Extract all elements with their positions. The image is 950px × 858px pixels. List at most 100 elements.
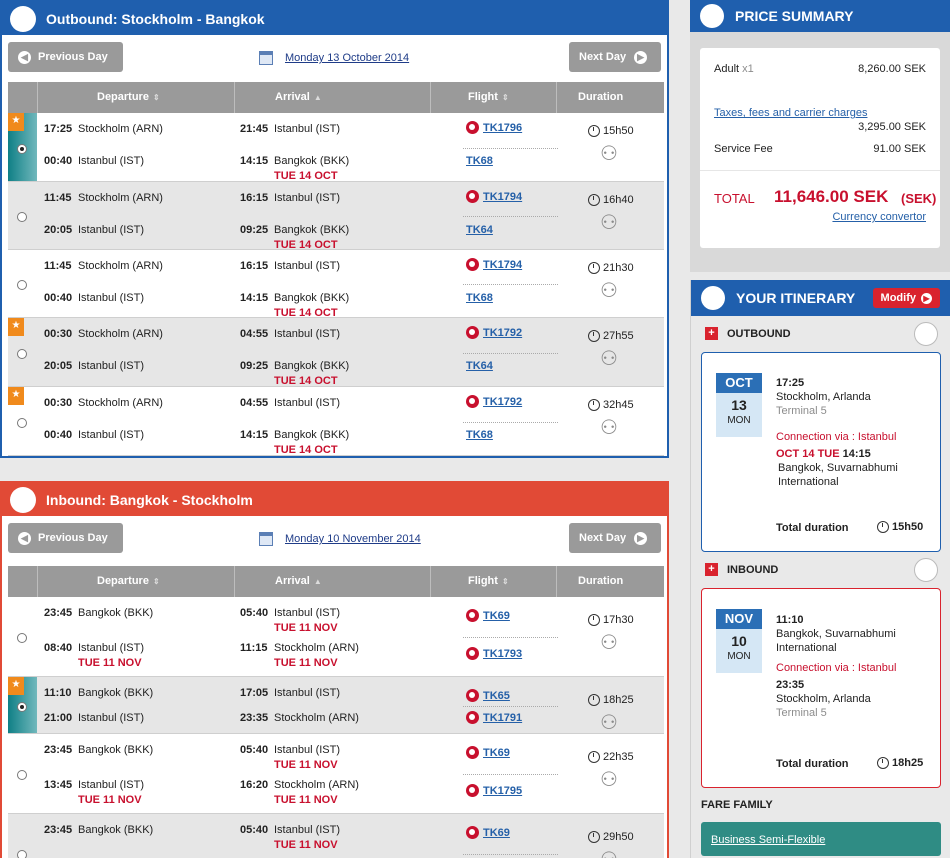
outbound-header: Outbound: Stockholm - Bangkok xyxy=(2,2,667,35)
transfer-walker-icon: ⚇ xyxy=(600,769,618,791)
inbound-details: 11:10 Bangkok, Suvarnabhumi Internationa… xyxy=(776,613,931,720)
select-radio[interactable] xyxy=(17,850,27,858)
date-link[interactable]: Monday 10 November 2014 xyxy=(259,532,421,546)
flight-number: TK68 xyxy=(466,292,493,304)
divider xyxy=(463,148,558,149)
select-radio[interactable] xyxy=(17,702,27,712)
dep2-place: Istanbul (IST) xyxy=(78,779,145,791)
duration: 29h50 xyxy=(588,831,634,843)
flight-number-link[interactable]: TK69 xyxy=(466,826,510,839)
duration: 18h25 xyxy=(588,694,634,706)
flight-number-link[interactable]: TK1796 xyxy=(466,121,522,134)
flight-number-link[interactable]: TK64 xyxy=(466,360,493,372)
table-header: Departure ⇕ Arrival ▲ Flight ⇕ Duration xyxy=(8,566,664,597)
month: NOV xyxy=(716,609,762,629)
fare-family-link[interactable]: Business Semi-Flexible xyxy=(701,822,941,856)
sort-icon: ⇕ xyxy=(152,577,160,586)
divider xyxy=(463,706,558,707)
select-radio[interactable] xyxy=(17,418,27,428)
column-header-departure[interactable]: Departure ⇕ xyxy=(97,91,160,103)
column-header-flight[interactable]: Flight ⇕ xyxy=(468,575,509,587)
column-header-departure[interactable]: Departure ⇕ xyxy=(97,575,160,587)
flight-number-link[interactable]: TK68 xyxy=(466,292,493,304)
flight-row[interactable]: 23:45 Bangkok (BKK) 05:40 Istanbul (IST) 08:… xyxy=(8,597,664,677)
taxes-link[interactable]: Taxes, fees and carrier charges xyxy=(714,107,868,119)
next-day-label: Next Day xyxy=(579,51,627,63)
select-radio[interactable] xyxy=(17,349,27,359)
next-day-button[interactable]: Next Day ▶ xyxy=(569,523,661,553)
inbound-header: Inbound: Bangkok - Stockholm xyxy=(2,483,667,516)
column-divider xyxy=(430,566,431,597)
inbound-toggle[interactable]: + INBOUND xyxy=(705,563,778,576)
flight-row[interactable]: 11:45 Stockholm (ARN) 16:15 Istanbul (IST) 2… xyxy=(8,182,664,251)
flight-number-link[interactable]: TK65 xyxy=(466,689,510,702)
transfer-walker-icon: ⚇ xyxy=(600,348,618,370)
column-header-flight[interactable]: Flight ⇕ xyxy=(468,91,509,103)
flight-row[interactable]: 23:45 Bangkok (BKK) 05:40 Istanbul (IST) TUE… xyxy=(8,814,664,858)
arr2-time: 09:25 xyxy=(240,224,269,236)
arr1-time: 05:40 xyxy=(240,744,269,756)
itinerary-title: YOUR ITINERARY xyxy=(736,290,856,306)
flight-number-link[interactable]: TK1794 xyxy=(466,190,522,203)
dep1-place: Stockholm (ARN) xyxy=(78,260,163,272)
arr1-time: 17:05 xyxy=(240,687,269,699)
flight-row[interactable]: ★ 17:25 Stockholm (ARN) 21:45 Istanbul (IST)… xyxy=(8,113,664,182)
flight-number-link[interactable]: TK1794 xyxy=(466,258,522,271)
select-radio[interactable] xyxy=(17,280,27,290)
flight-number-link[interactable]: TK1791 xyxy=(466,711,522,724)
flight-row[interactable]: ★ 00:30 Stockholm (ARN) 04:55 Istanbul (IST)… xyxy=(8,318,664,387)
column-header-label: Arrival xyxy=(275,575,310,587)
flight-number-link[interactable]: TK1792 xyxy=(466,326,522,339)
turkish-airlines-logo-icon xyxy=(466,689,479,702)
adult-count: x1 xyxy=(742,63,754,75)
dep1-time: 00:30 xyxy=(44,328,73,340)
flight-number-link[interactable]: TK68 xyxy=(466,429,493,441)
flight-row[interactable]: 11:45 Stockholm (ARN) 16:15 Istanbul (IST) 0… xyxy=(8,250,664,319)
previous-day-button[interactable]: ◀ Previous Day xyxy=(8,42,123,72)
price-summary-panel: PRICE SUMMARY Adult x1 8,260.00 SEK Taxe… xyxy=(690,0,950,272)
dep1-time: 11:10 xyxy=(44,687,72,699)
arr1-time: 05:40 xyxy=(240,607,269,619)
duration-value: 29h50 xyxy=(603,831,634,843)
column-divider xyxy=(430,82,431,113)
column-header-arrival[interactable]: Arrival ▲ xyxy=(275,575,322,587)
flight-number: TK64 xyxy=(466,360,493,372)
currency-convertor-link[interactable]: Currency convertor xyxy=(832,211,926,223)
flight-number-link[interactable]: TK69 xyxy=(466,609,510,622)
arr2-place: Stockholm (ARN) xyxy=(274,642,359,654)
flight-number-link[interactable]: TK1793 xyxy=(466,647,522,660)
flight-number-link[interactable]: TK69 xyxy=(466,746,510,759)
previous-day-button[interactable]: ◀ Previous Day xyxy=(8,523,123,553)
select-radio[interactable] xyxy=(17,770,27,780)
column-header-duration[interactable]: Duration xyxy=(578,91,623,103)
next-day-button[interactable]: Next Day ▶ xyxy=(569,42,661,72)
plane-icon xyxy=(10,487,36,513)
flight-number-link[interactable]: TK64 xyxy=(466,224,493,236)
column-header-duration[interactable]: Duration xyxy=(578,575,623,587)
column-header-label: Departure xyxy=(97,575,149,587)
duration: 21h30 xyxy=(588,262,634,274)
arr2-place: Stockholm (ARN) xyxy=(274,712,359,724)
total-value: 11,646.00 SEK xyxy=(774,187,889,206)
modify-button[interactable]: Modify ▶ xyxy=(872,288,940,308)
flight-row[interactable]: 23:45 Bangkok (BKK) 05:40 Istanbul (IST) 13:… xyxy=(8,734,664,814)
column-header-arrival[interactable]: Arrival ▲ xyxy=(275,91,322,103)
flight-number-link[interactable]: TK68 xyxy=(466,155,493,167)
flight-row[interactable]: ★ 11:10 Bangkok (BKK) 17:05 Istanbul (IST) 21… xyxy=(8,677,664,734)
expand-plus-icon: + xyxy=(705,327,718,340)
turkish-airlines-logo-icon xyxy=(466,395,479,408)
duration-value: 32h45 xyxy=(603,399,634,411)
column-divider xyxy=(37,82,38,113)
outbound-toggle[interactable]: + OUTBOUND xyxy=(705,327,791,340)
arr1-place: Istanbul (IST) xyxy=(274,192,341,204)
star-icon: ★ xyxy=(8,677,24,695)
select-radio[interactable] xyxy=(17,633,27,643)
select-radio[interactable] xyxy=(17,144,27,154)
flight-number-link[interactable]: TK1792 xyxy=(466,395,522,408)
flight-number-link[interactable]: TK1795 xyxy=(466,784,522,797)
weekday: MON xyxy=(727,415,751,426)
select-radio[interactable] xyxy=(17,212,27,222)
flight-row[interactable]: ★ 00:30 Stockholm (ARN) 04:55 Istanbul (IST)… xyxy=(8,387,664,456)
dep2-place: Istanbul (IST) xyxy=(78,360,145,372)
date-link[interactable]: Monday 13 October 2014 xyxy=(259,51,409,65)
